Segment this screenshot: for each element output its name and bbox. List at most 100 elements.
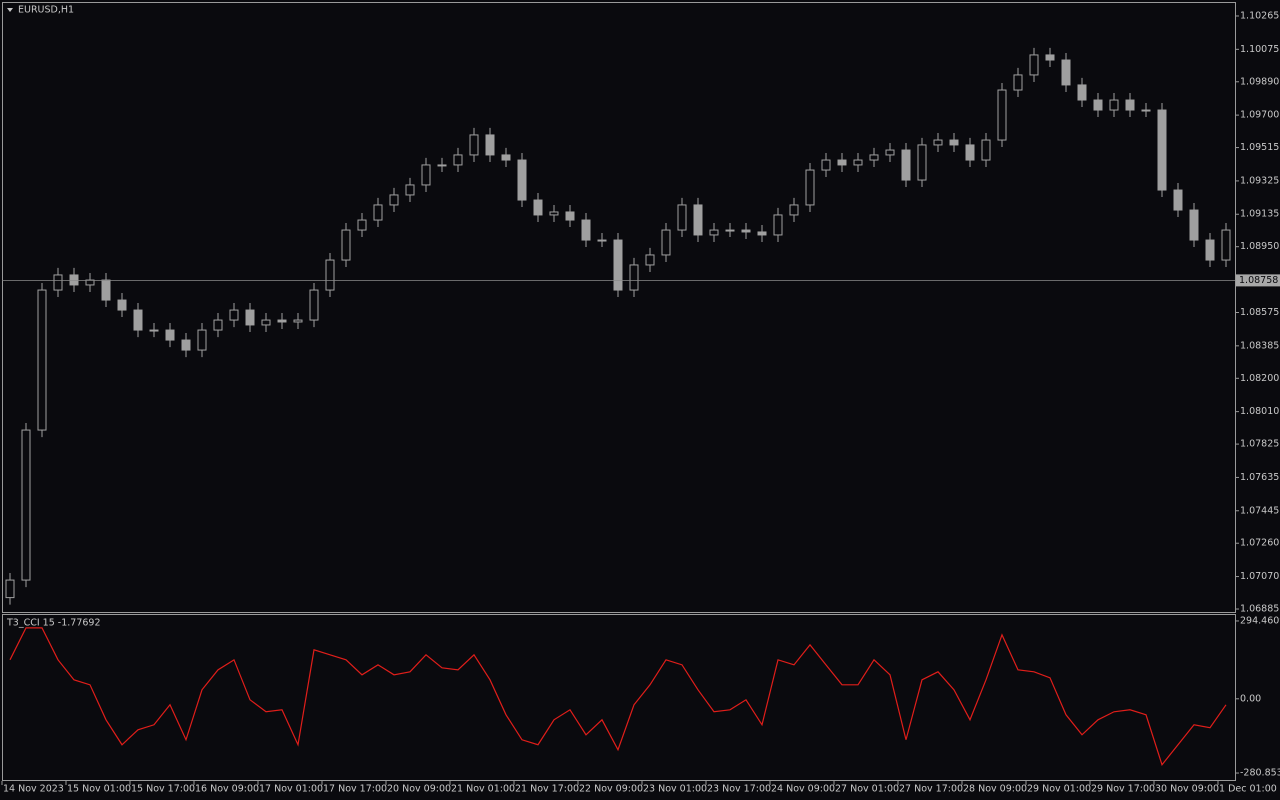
candle-body — [757, 231, 767, 236]
x-tick-label: 23 Nov 01:00 — [643, 784, 707, 795]
x-tick-label: 22 Nov 09:00 — [579, 784, 643, 795]
x-tick-label: 16 Nov 09:00 — [195, 784, 259, 795]
x-tick-label: 15 Nov 01:00 — [67, 784, 131, 795]
current-price-label: 1.08758 — [1239, 275, 1278, 286]
candle-body — [1029, 54, 1039, 76]
candle-body — [245, 309, 255, 326]
y-tick-label: 1.08575 — [1240, 307, 1279, 318]
x-tick-label: 30 Nov 09:00 — [1155, 784, 1219, 795]
candle-body — [837, 159, 847, 166]
candle-body — [917, 144, 927, 181]
y-tick-label: 0.00 — [1240, 693, 1261, 704]
y-tick-label: 1.08010 — [1240, 406, 1279, 417]
candle-body — [389, 194, 399, 206]
candle-body — [373, 204, 383, 221]
candle-body — [1045, 54, 1055, 61]
candle-body — [117, 299, 127, 311]
candle-body — [533, 199, 543, 216]
candle-body — [645, 254, 655, 266]
candle-body — [629, 264, 639, 291]
x-tick-label: 29 Nov 01:00 — [1027, 784, 1091, 795]
candle-body — [1109, 99, 1119, 111]
x-tick-label: 21 Nov 17:00 — [515, 784, 579, 795]
candle-body — [133, 309, 143, 331]
x-tick-label: 14 Nov 2023 — [3, 784, 64, 795]
x-tick-label: 1 Dec 01:00 — [1219, 784, 1277, 795]
y-tick-label: 1.07070 — [1240, 571, 1279, 582]
candle-body — [37, 289, 47, 431]
y-tick-label: 1.09325 — [1240, 175, 1279, 186]
candle-body — [741, 229, 751, 233]
y-tick-label: -280.8536 — [1240, 768, 1280, 779]
candle-body — [309, 289, 319, 321]
x-tick-label: 15 Nov 17:00 — [131, 784, 195, 795]
candle-body — [677, 204, 687, 231]
y-tick-label: 1.09890 — [1240, 76, 1279, 87]
candle-body — [661, 229, 671, 256]
candle-body — [501, 154, 511, 161]
main-frame — [2, 2, 1236, 613]
y-tick-label: 1.08385 — [1240, 340, 1279, 351]
candle-body — [709, 229, 719, 236]
current-price-box — [1236, 274, 1280, 287]
candle-body — [693, 204, 703, 236]
y-tick-label: 1.07445 — [1240, 505, 1279, 516]
candle-body — [325, 259, 335, 291]
y-tick-label: 1.09135 — [1240, 209, 1279, 220]
candle-body — [469, 134, 479, 156]
candle-body — [101, 279, 111, 301]
x-tick-label: 21 Nov 01:00 — [451, 784, 515, 795]
x-tick-label: 23 Nov 17:00 — [707, 784, 771, 795]
candle-body — [981, 139, 991, 161]
x-tick-label: 17 Nov 17:00 — [323, 784, 387, 795]
x-tick-label: 20 Nov 09:00 — [387, 784, 451, 795]
candle-body — [181, 339, 191, 351]
candle-body — [869, 154, 879, 161]
x-tick-label: 28 Nov 09:00 — [963, 784, 1027, 795]
candle-body — [1141, 109, 1151, 112]
candle-body — [5, 579, 15, 599]
y-tick-label: 1.07260 — [1240, 538, 1279, 549]
candle-body — [613, 239, 623, 291]
candle-body — [341, 229, 351, 261]
candle-body — [1077, 84, 1087, 101]
candle-body — [197, 329, 207, 351]
candle-body — [821, 159, 831, 171]
menu-arrow[interactable] — [7, 8, 13, 12]
candle-body — [213, 319, 223, 331]
candle-body — [85, 279, 95, 286]
y-tick-label: 1.08950 — [1240, 241, 1279, 252]
candle-body — [165, 329, 175, 341]
candle-body — [357, 219, 367, 231]
candle-body — [437, 164, 447, 167]
candle-body — [725, 229, 735, 232]
candle-body — [293, 319, 303, 323]
candle-body — [21, 429, 31, 581]
candle-body — [421, 164, 431, 186]
candle-body — [1205, 239, 1215, 261]
candle-body — [1173, 189, 1183, 211]
candle-body — [581, 219, 591, 241]
y-tick-label: 1.09700 — [1240, 110, 1279, 121]
y-tick-label: 294.46092 — [1240, 615, 1280, 626]
candle-body — [789, 204, 799, 216]
candle-body — [277, 319, 287, 323]
candle-body — [565, 211, 575, 221]
x-tick-label: 24 Nov 09:00 — [771, 784, 835, 795]
indicator-line — [9, 627, 1227, 766]
candle-body — [885, 149, 895, 156]
x-tick-label: 27 Nov 01:00 — [835, 784, 899, 795]
x-tick-label: 29 Nov 17:00 — [1091, 784, 1155, 795]
candle-body — [933, 139, 943, 146]
candle-body — [405, 184, 415, 196]
candle-body — [1221, 229, 1231, 261]
y-tick-label: 1.06885 — [1240, 604, 1279, 615]
candle-body — [853, 159, 863, 166]
y-tick-label: 1.07635 — [1240, 472, 1279, 483]
candle-body — [949, 139, 959, 146]
candle-body — [485, 134, 495, 156]
candle-body — [53, 274, 63, 291]
candle-body — [965, 144, 975, 161]
candle-body — [773, 214, 783, 236]
